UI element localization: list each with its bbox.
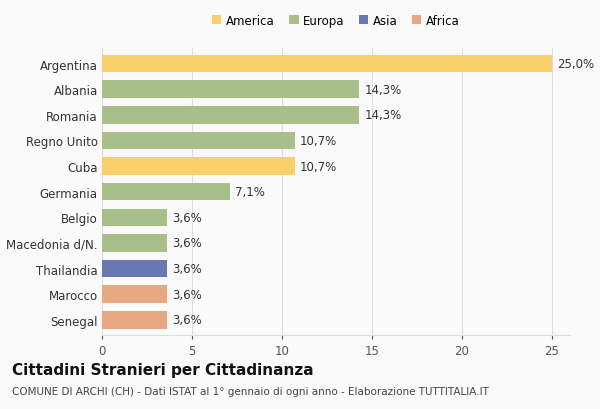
Text: 7,1%: 7,1% — [235, 186, 265, 199]
Bar — [102, 209, 167, 227]
Text: 3,6%: 3,6% — [172, 237, 202, 250]
Bar — [102, 286, 167, 303]
Text: 25,0%: 25,0% — [557, 58, 595, 71]
Bar — [102, 311, 167, 329]
Bar — [102, 260, 167, 278]
Text: 14,3%: 14,3% — [365, 83, 402, 97]
Bar — [102, 184, 230, 201]
Bar — [102, 158, 295, 175]
Bar — [102, 133, 295, 150]
Legend: America, Europa, Asia, Africa: America, Europa, Asia, Africa — [212, 15, 460, 28]
Text: COMUNE DI ARCHI (CH) - Dati ISTAT al 1° gennaio di ogni anno - Elaborazione TUTT: COMUNE DI ARCHI (CH) - Dati ISTAT al 1° … — [12, 387, 489, 396]
Text: 10,7%: 10,7% — [300, 160, 337, 173]
Bar — [102, 56, 552, 73]
Text: Cittadini Stranieri per Cittadinanza: Cittadini Stranieri per Cittadinanza — [12, 362, 314, 377]
Text: 3,6%: 3,6% — [172, 314, 202, 326]
Text: 3,6%: 3,6% — [172, 288, 202, 301]
Text: 3,6%: 3,6% — [172, 263, 202, 275]
Bar — [102, 81, 359, 99]
Text: 14,3%: 14,3% — [365, 109, 402, 122]
Bar — [102, 107, 359, 124]
Bar — [102, 235, 167, 252]
Text: 10,7%: 10,7% — [300, 135, 337, 148]
Text: 3,6%: 3,6% — [172, 211, 202, 224]
